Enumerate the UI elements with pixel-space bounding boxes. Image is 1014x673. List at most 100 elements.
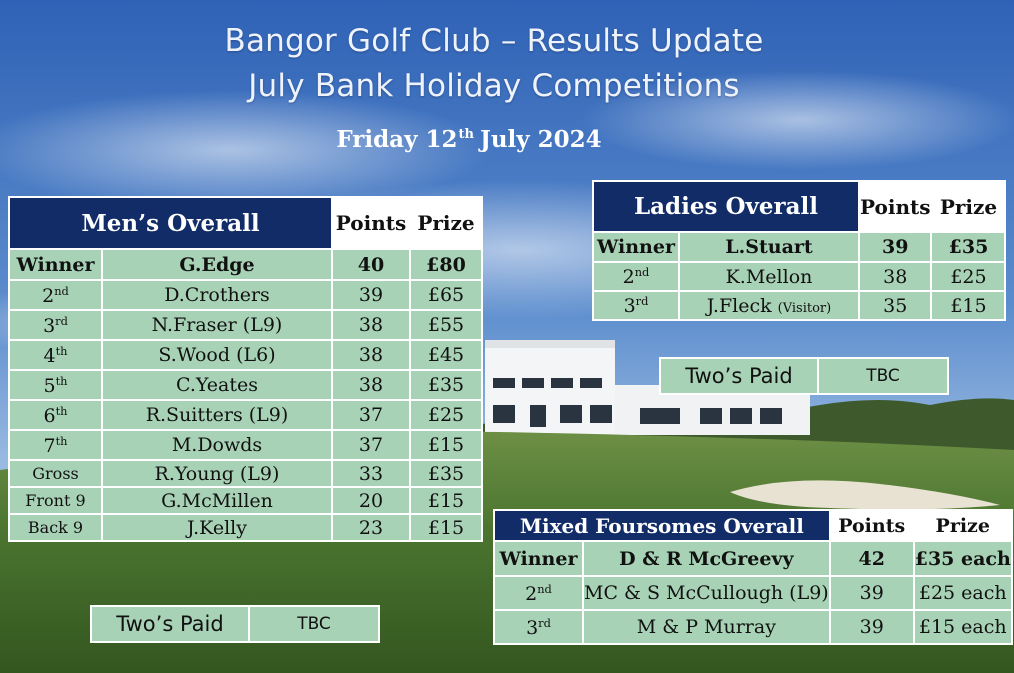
prize-cell: £45 <box>409 339 483 371</box>
name-cell: G.Edge <box>101 248 333 281</box>
name-cell: D.Crothers <box>101 279 333 311</box>
title-line-1: Bangor Golf Club – Results Update <box>224 23 764 59</box>
place-cell: Front 9 <box>8 486 103 515</box>
mixed-foursomes-heading: Mixed Foursomes Overall <box>493 509 831 542</box>
place-cell: 3rd <box>8 309 103 341</box>
ladies-twos-paid: Two’s Paid TBC <box>659 357 949 395</box>
name-cell: N.Fraser (L9) <box>101 309 333 341</box>
table-row: 2nd MC & S McCullough (L9) 39 £25 each <box>493 575 1013 611</box>
place-cell: Winner <box>493 540 584 577</box>
table-row: 3rd J.Fleck (Visitor) 35 £15 <box>592 290 1007 321</box>
place-cell: 7th <box>8 429 103 461</box>
name-cell: C.Yeates <box>101 369 333 401</box>
table-row: 3rd M & P Murray 39 £15 each <box>493 609 1013 645</box>
place-cell: 5th <box>8 369 103 401</box>
points-cell: 35 <box>857 290 933 321</box>
mens-points-header: Points <box>331 196 411 250</box>
title-line-2: July Bank Holiday Competitions <box>248 68 740 104</box>
table-row: 2nd D.Crothers 39 £65 <box>8 279 483 311</box>
name-cell: R.Suitters (L9) <box>101 399 333 431</box>
points-cell: 39 <box>828 575 915 611</box>
ladies-points-header: Points <box>857 180 933 233</box>
place-cell: 6th <box>8 399 103 431</box>
mens-prize-header: Prize <box>409 196 483 250</box>
mens-overall-table: Men’s Overall Points Prize Winner G.Edge… <box>8 196 483 542</box>
name-cell: K.Mellon <box>678 261 860 292</box>
name-cell: R.Young (L9) <box>101 459 333 488</box>
prize-cell: £35 <box>930 231 1007 263</box>
place-cell: Winner <box>592 231 680 263</box>
prize-cell: £15 <box>930 290 1007 321</box>
points-cell: 38 <box>857 261 933 292</box>
prize-cell: £15 <box>409 486 483 515</box>
place-cell: Gross <box>8 459 103 488</box>
name-cell: G.McMillen <box>101 486 333 515</box>
name-cell: MC & S McCullough (L9) <box>582 575 831 611</box>
mixed-prize-header: Prize <box>912 509 1013 542</box>
name-cell: J.Fleck (Visitor) <box>678 290 860 321</box>
twos-paid-label: Two’s Paid <box>659 357 819 395</box>
prize-cell: £15 each <box>912 609 1013 645</box>
prize-cell: £15 <box>409 429 483 461</box>
mixed-foursomes-table: Mixed Foursomes Overall Points Prize Win… <box>493 509 1013 645</box>
points-cell: 38 <box>331 309 411 341</box>
points-cell: 23 <box>331 513 411 542</box>
prize-cell: £35 <box>409 369 483 401</box>
ladies-prize-header: Prize <box>930 180 1007 233</box>
table-row: Winner G.Edge 40 £80 <box>8 248 483 281</box>
twos-paid-label: Two’s Paid <box>90 605 250 643</box>
twos-paid-value: TBC <box>817 357 949 395</box>
place-cell: 2nd <box>592 261 680 292</box>
name-cell: L.Stuart <box>678 231 860 263</box>
name-cell: S.Wood (L6) <box>101 339 333 371</box>
prize-cell: £25 each <box>912 575 1013 611</box>
name-cell: M.Dowds <box>101 429 333 461</box>
competition-date: Friday 12th July 2024 <box>336 126 602 153</box>
table-row: 5th C.Yeates 38 £35 <box>8 369 483 401</box>
points-cell: 38 <box>331 369 411 401</box>
points-cell: 40 <box>331 248 411 281</box>
prize-cell: £65 <box>409 279 483 311</box>
points-cell: 37 <box>331 399 411 431</box>
visitor-note: (Visitor) <box>777 300 832 316</box>
points-cell: 39 <box>828 609 915 645</box>
table-row: 6th R.Suitters (L9) 37 £25 <box>8 399 483 431</box>
points-cell: 39 <box>331 279 411 311</box>
table-row: Winner D & R McGreevy 42 £35 each <box>493 540 1013 577</box>
place-cell: 2nd <box>493 575 584 611</box>
table-row: 3rd N.Fraser (L9) 38 £55 <box>8 309 483 341</box>
mens-twos-paid: Two’s Paid TBC <box>90 605 380 643</box>
prize-cell: £55 <box>409 309 483 341</box>
prize-cell: £25 <box>930 261 1007 292</box>
table-row: Winner L.Stuart 39 £35 <box>592 231 1007 263</box>
twos-paid-value: TBC <box>248 605 380 643</box>
place-cell: 4th <box>8 339 103 371</box>
name-cell: M & P Murray <box>582 609 831 645</box>
name-cell: D & R McGreevy <box>582 540 831 577</box>
points-cell: 42 <box>828 540 915 577</box>
place-cell: 2nd <box>8 279 103 311</box>
table-row: Front 9 G.McMillen 20 £15 <box>8 486 483 515</box>
place-cell: 3rd <box>493 609 584 645</box>
place-cell: Winner <box>8 248 103 281</box>
mens-overall-heading: Men’s Overall <box>8 196 333 250</box>
mixed-points-header: Points <box>828 509 915 542</box>
table-row: 2nd K.Mellon 38 £25 <box>592 261 1007 292</box>
prize-cell: £80 <box>409 248 483 281</box>
ladies-overall-table: Ladies Overall Points Prize Winner L.Stu… <box>592 180 1007 321</box>
table-row: Back 9 J.Kelly 23 £15 <box>8 513 483 542</box>
prize-cell: £35 <box>409 459 483 488</box>
ladies-overall-heading: Ladies Overall <box>592 180 860 233</box>
prize-cell: £15 <box>409 513 483 542</box>
table-row: Gross R.Young (L9) 33 £35 <box>8 459 483 488</box>
place-cell: 3rd <box>592 290 680 321</box>
prize-cell: £25 <box>409 399 483 431</box>
name-cell: J.Kelly <box>101 513 333 542</box>
place-cell: Back 9 <box>8 513 103 542</box>
points-cell: 33 <box>331 459 411 488</box>
points-cell: 38 <box>331 339 411 371</box>
table-row: 4th S.Wood (L6) 38 £45 <box>8 339 483 371</box>
prize-cell: £35 each <box>912 540 1013 577</box>
points-cell: 20 <box>331 486 411 515</box>
table-row: 7th M.Dowds 37 £15 <box>8 429 483 461</box>
